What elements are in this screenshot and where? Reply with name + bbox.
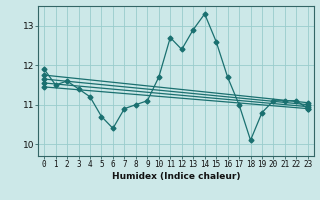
X-axis label: Humidex (Indice chaleur): Humidex (Indice chaleur) xyxy=(112,172,240,181)
